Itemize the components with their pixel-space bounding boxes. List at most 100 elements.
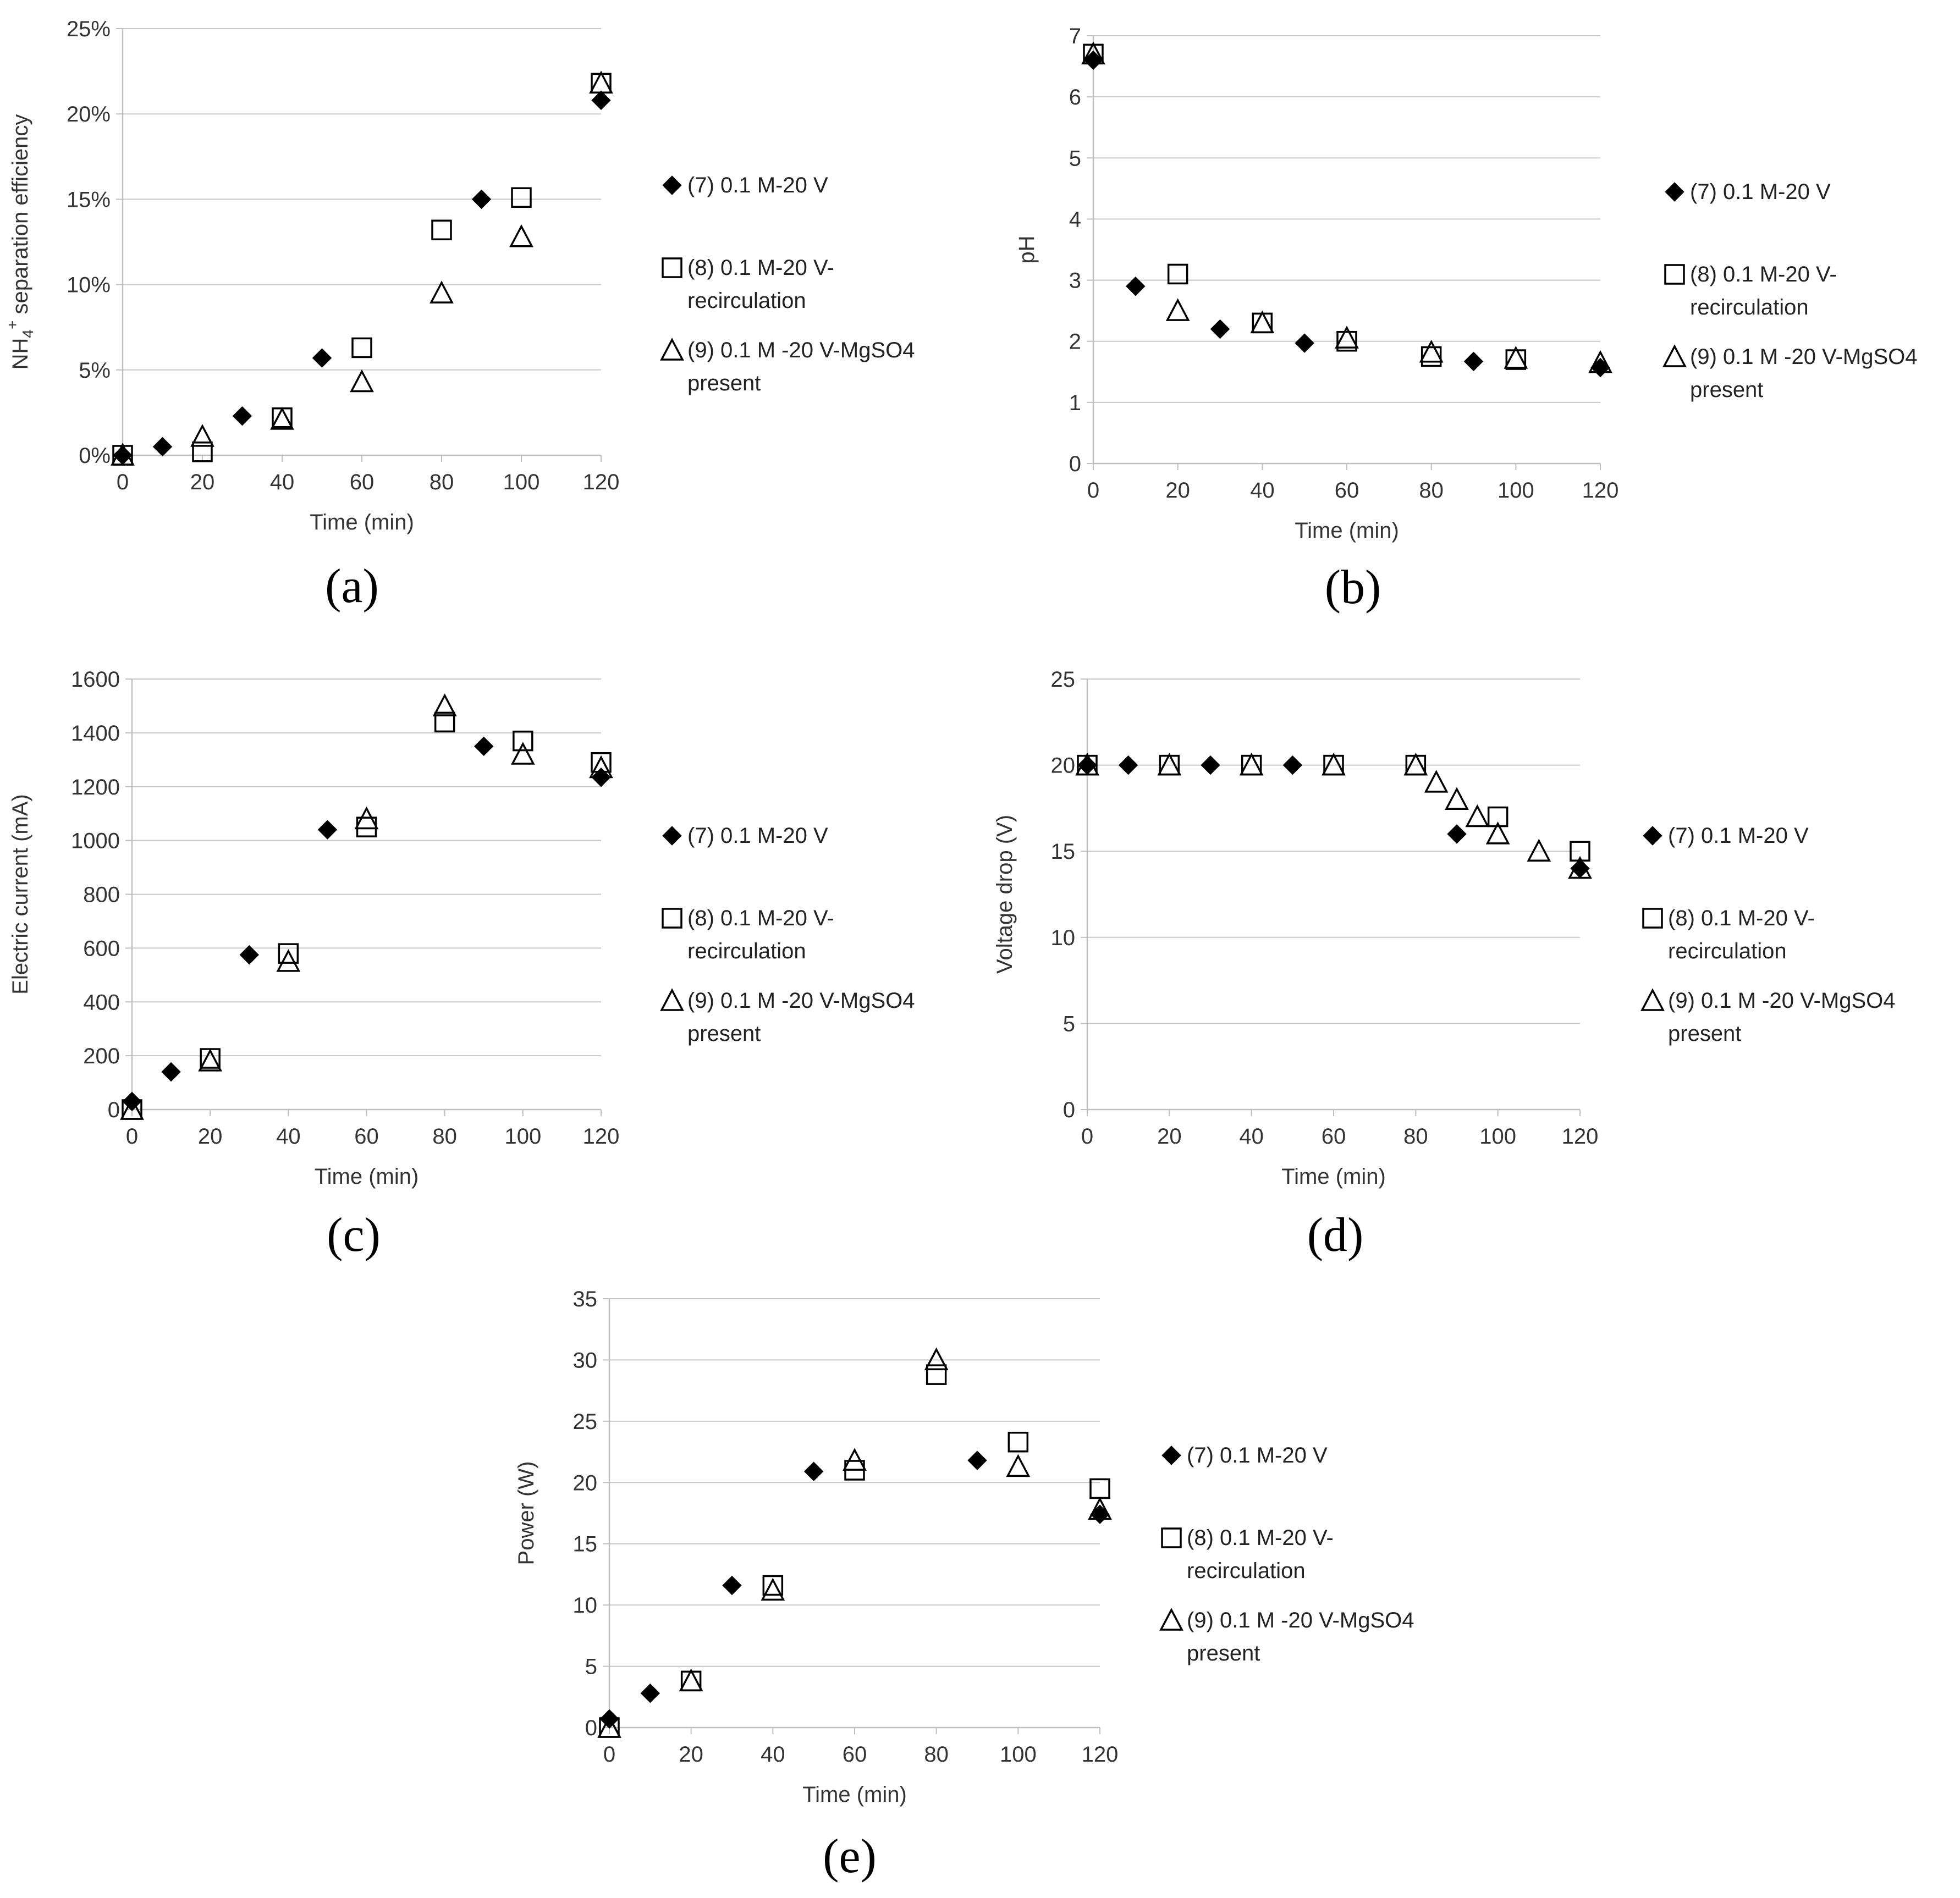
x-tick-label: 0 [126,1124,138,1149]
data-point-s7 [1083,50,1103,70]
data-point-s9 [1165,298,1190,321]
series-s7 [1083,50,1610,378]
chart-b: 0 1 2 3 4 5 6 7 0 20 40 60 80 100 120 Time (min) pH (7) 0… [1015,24,1917,614]
data-point-s7 [1282,755,1303,775]
legend-label-s8-cont: recirculation [1690,295,1809,319]
legend-label-s8-cont: recirculation [687,289,806,313]
data-point-s7 [1295,333,1314,353]
x-tick-label: 40 [761,1742,785,1767]
data-point-s8 [1487,806,1508,827]
data-point-s9 [270,407,294,430]
x-tick-label: 60 [350,470,375,494]
series-s8 [1077,754,1590,862]
y-tick-label: 0 [1069,452,1081,476]
x-tick-label: 80 [430,470,454,494]
data-point-s7 [152,437,173,457]
data-point-s9 [1006,1454,1031,1477]
legend-label-s9-cont: present [1690,378,1763,402]
x-tick-label: 120 [583,1124,620,1149]
y-tick-label: 1 [1069,391,1081,415]
y-tick-label: 5 [1069,146,1081,170]
y-tick-label: 0 [1063,1098,1075,1122]
data-point-s9 [1335,325,1359,349]
y-tick-label: 5 [1063,1012,1075,1036]
data-point-s8 [434,711,455,733]
data-point-s9 [190,424,214,447]
data-point-s9 [1419,339,1444,363]
data-point-s7 [239,945,259,965]
y-tick-label: 3 [1069,269,1081,293]
series-s7 [1077,755,1590,879]
data-point-s9 [1239,752,1264,776]
data-point-s9 [1568,856,1592,879]
data-point-s9 [432,693,457,716]
data-point-s9 [843,1448,867,1471]
y-tick-label: 800 [83,883,120,907]
data-point-s9 [1588,350,1612,373]
chart-e: 0 5 10 15 20 25 30 35 0 20 40 60 80 100 120 Time (min) P… [514,1287,1414,1883]
legend-label-s9: (9) 0.1 M -20 V-MgSO4 [1690,345,1917,369]
data-point-s7 [1210,319,1230,339]
data-point-s9 [589,70,613,94]
legend-label-s7: (7) 0.1 M-20 V [1187,1443,1328,1467]
data-point-s9 [1424,770,1449,793]
data-point-s9 [430,280,454,304]
data-point-s8 [1007,1431,1029,1453]
legend-marker-s8 [1161,1527,1182,1548]
y-tick-label: 1600 [71,667,120,692]
panel-label: (a) [325,560,379,613]
chart-d: 0 5 10 15 20 25 0 20 40 60 80 100 120 Time (min) Volta… [993,667,1895,1262]
x-axis-title: Time (min) [1281,1165,1386,1189]
legend-label-s8: (8) 0.1 M-20 V- [687,256,834,280]
x-tick-label: 20 [679,1742,703,1767]
legend-marker-s8 [662,257,682,278]
y-tick-label: 2 [1069,330,1081,354]
x-tick-label: 80 [924,1742,949,1767]
y-tick-label: 25 [573,1410,598,1434]
data-point-s9 [1527,838,1551,862]
data-point-s9 [198,1049,223,1072]
data-point-s7 [1126,276,1146,296]
y-tick-label: 0% [79,444,111,468]
legend-marker-s9 [1662,344,1687,367]
y-tick-label: 15 [1051,840,1076,864]
legend-label-s8: (8) 0.1 M-20 V- [1668,906,1815,930]
data-point-s7 [722,1575,742,1596]
data-point-s8 [278,943,299,964]
data-point-s8 [1421,346,1442,367]
series-s8 [1083,43,1527,370]
data-point-s7 [1590,357,1610,378]
data-point-s7 [803,1461,824,1481]
legend-marker-s7 [662,175,682,195]
y-tick-label: 35 [573,1287,598,1311]
y-tick-label: 200 [83,1044,120,1068]
legend-marker-s8 [1642,908,1663,929]
data-point-s9 [1157,752,1182,776]
x-tick-label: 120 [1562,1124,1599,1149]
data-point-s8 [762,1575,784,1596]
legend-marker-s9 [660,988,684,1011]
panel-label: (d) [1307,1209,1364,1262]
panel-label: (c) [327,1209,381,1262]
x-tick-label: 0 [1087,478,1099,503]
legend-label-s7: (7) 0.1 M-20 V [1690,180,1831,204]
x-axis-title: Time (min) [310,510,414,534]
y-tick-label: 15% [67,187,111,212]
x-tick-label: 80 [432,1124,457,1149]
data-point-s7 [471,189,492,209]
legend-label-s9: (9) 0.1 M -20 V-MgSO4 [687,338,915,362]
x-tick-label: 20 [1165,478,1190,503]
y-tick-label: 5 [585,1655,597,1679]
legend-a: (7) 0.1 M-20 V (8) 0.1 M-20 V-recirculati… [660,173,915,395]
x-tick-label: 100 [504,1124,541,1149]
x-tick-label: 60 [843,1742,867,1767]
legend-b: (7) 0.1 M-20 V (8) 0.1 M-20 V-recirculati… [1662,180,1917,402]
data-point-s9 [509,224,533,247]
x-tick-label: 20 [190,470,215,494]
data-point-s8 [1167,263,1188,285]
legend-label-s8: (8) 0.1 M-20 V- [1187,1526,1334,1550]
data-point-s8 [513,730,533,752]
data-point-s9 [350,369,374,393]
x-axis-title: Time (min) [802,1783,907,1807]
series-s9 [120,693,613,1120]
